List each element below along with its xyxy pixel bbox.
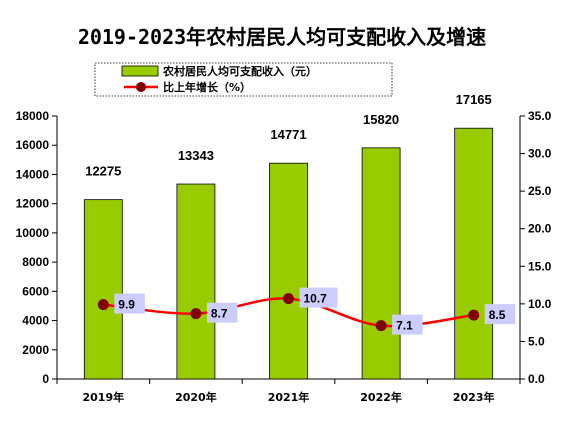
bar [176,183,216,380]
left-axis-tick-label: 14000 [16,167,50,181]
bar-value-label: 17165 [456,92,492,107]
right-axis-tick-label: 20.0 [528,222,552,236]
bars [83,127,494,380]
bar [269,162,308,380]
x-axis-category-label: 2019年 [82,390,124,404]
bar [361,147,401,380]
left-axis-tick-label: 16000 [16,138,50,152]
growth-value-label: 8.5 [489,308,506,322]
growth-label-box [484,304,516,325]
right-axis-tick-label: 15.0 [528,259,552,273]
left-axis-ticks: 0 2000 4000 6000 8000 10000 12000 14000 16000 180… [16,109,57,386]
growth-label-box [114,293,145,314]
bar-value-label: 14771 [270,127,306,142]
right-axis-tick-label: 5.0 [528,334,545,348]
bar-value-label: 12275 [85,164,121,179]
legend-line-marker [136,82,146,92]
bar-value-label: 15820 [363,112,399,127]
bar-value-labels: 12275 13343 14771 15820 17165 [85,92,492,178]
x-axis-category-label: 2023年 [453,390,495,404]
bar [83,199,123,380]
legend-bar-swatch [121,65,159,77]
growth-value-label: 9.9 [118,298,135,312]
left-axis-tick-label: 18000 [16,109,50,123]
left-axis-tick-label: 0 [42,372,49,386]
left-axis-tick-label: 2000 [22,343,49,357]
growth-point [97,299,109,311]
growth-point [190,308,202,320]
x-axis-ticks: 2019年 2020年 2021年 2022年 2023年 [56,379,521,404]
growth-label-box [299,287,338,308]
growth-value-label: 7.1 [396,319,413,333]
legend-bar-label: 农村居民人均可支配收入（元） [162,64,317,78]
left-axis-tick-label: 12000 [16,197,50,211]
growth-point [468,309,480,321]
growth-line-layer: 9.9 8.7 10.7 7.1 8.5 [97,287,516,335]
growth-value-label: 8.7 [211,307,228,321]
legend: 农村居民人均可支配收入（元） 比上年增长（%） [94,62,393,97]
x-axis-category-label: 2021年 [268,390,310,404]
left-axis-tick-label: 8000 [22,255,49,269]
right-axis-tick-label: 0.0 [528,372,545,386]
right-axis-ticks: 0.0 5.0 10.0 15.0 20.0 25.0 30.0 35.0 [520,109,552,386]
left-axis-tick-label: 4000 [22,314,49,328]
x-axis-category-label: 2020年 [175,390,217,404]
left-axis-tick-label: 6000 [22,284,49,298]
left-axis-tick-label: 10000 [16,226,50,240]
bar-value-label: 13343 [178,148,214,163]
growth-point [283,293,294,305]
growth-label-box [392,314,423,335]
x-axis-category-label: 2022年 [360,390,402,404]
growth-point [375,320,387,332]
legend-line-label: 比上年增长（%） [163,80,251,94]
bar [454,127,494,380]
right-axis-tick-label: 30.0 [528,147,552,161]
right-axis-tick-label: 25.0 [528,184,552,198]
growth-label-box [206,302,238,323]
right-axis-tick-label: 10.0 [528,297,552,311]
right-axis-tick-label: 35.0 [528,109,552,123]
chart-title: 2019-2023年农村居民人均可支配收入及增速 [78,25,486,49]
growth-value-label: 10.7 [304,292,328,306]
